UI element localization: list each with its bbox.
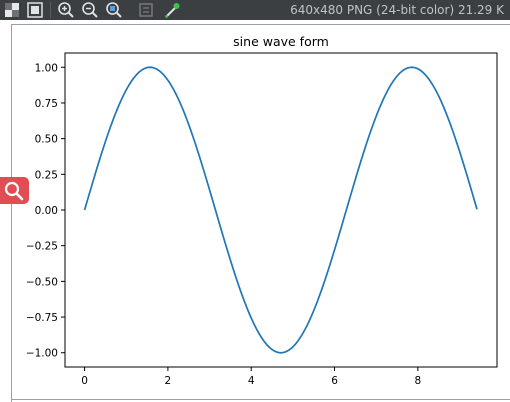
chart-title: sine wave form [233, 34, 329, 49]
y-tick-label: −1.00 [26, 348, 58, 360]
x-tick-label: 2 [165, 375, 172, 387]
x-tick-label: 0 [81, 375, 88, 387]
zoom-out-icon[interactable] [80, 0, 100, 20]
y-tick-label: 0.75 [35, 98, 58, 110]
magnifier-search-button[interactable] [0, 177, 29, 204]
y-tick-label: 0.50 [35, 134, 58, 146]
y-tick-label: 0.25 [35, 169, 58, 181]
search-icon [4, 181, 24, 201]
plot-area-frame [64, 52, 498, 368]
actual-size-icon[interactable] [104, 0, 124, 20]
y-axis: 1.00 0.75 0.50 0.25 0.00 −0.25 −0.50 −0.75 −1.00 [26, 62, 65, 360]
rotate-icon[interactable] [136, 0, 156, 20]
x-tick-label: 4 [248, 375, 255, 387]
image-viewer-canvas[interactable] [0, 20, 510, 402]
y-tick-label: −0.50 [26, 276, 58, 288]
image-border-left [11, 24, 12, 402]
x-tick-label: 6 [331, 375, 338, 387]
chart: sine wave form 1.00 0.75 0.50 0.25 0.00 −0.25… [26, 34, 498, 387]
y-tick-label: 0.00 [35, 205, 58, 217]
x-axis: 0 2 4 6 8 [81, 367, 421, 387]
y-tick-label: −0.75 [26, 312, 58, 324]
color-picker-icon[interactable] [162, 0, 182, 20]
image-border-top [11, 24, 510, 25]
sine-series-line [83, 66, 478, 354]
toolbar: 640x480 PNG (24-bit color) 21.29 K [0, 0, 510, 21]
x-tick-label: 8 [415, 375, 422, 387]
zoom-in-icon[interactable] [56, 0, 76, 20]
checkerboard-icon[interactable] [2, 0, 22, 20]
y-tick-label: 1.00 [35, 62, 58, 74]
fit-window-icon[interactable] [25, 0, 45, 20]
image-border-bottom [11, 399, 510, 400]
y-tick-label: −0.25 [26, 241, 58, 253]
image-info-text: 640x480 PNG (24-bit color) 21.29 K [290, 3, 504, 17]
toolbar-separator [50, 2, 51, 18]
